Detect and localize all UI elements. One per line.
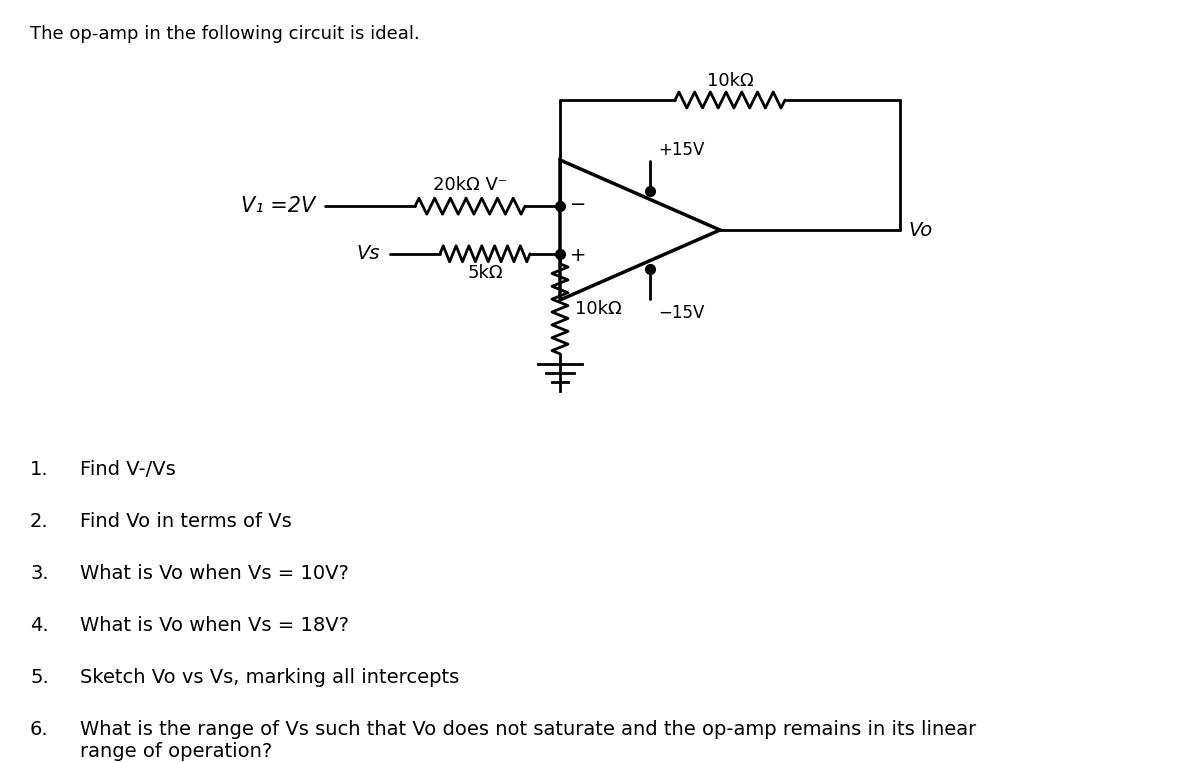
Text: −: −	[570, 195, 587, 213]
Text: 20kΩ V⁻: 20kΩ V⁻	[433, 176, 508, 194]
Text: Sketch Vo vs Vs, marking all intercepts: Sketch Vo vs Vs, marking all intercepts	[80, 668, 460, 687]
Text: Find Vo in terms of Vs: Find Vo in terms of Vs	[80, 512, 292, 531]
Text: 6.: 6.	[30, 720, 49, 739]
Text: Find V-/Vs: Find V-/Vs	[80, 460, 175, 479]
Text: 3.: 3.	[30, 564, 49, 583]
Text: 2.: 2.	[30, 512, 49, 531]
Text: Vs: Vs	[356, 245, 380, 264]
Text: What is the range of Vs such that Vo does not saturate and the op-amp remains in: What is the range of Vs such that Vo doe…	[80, 720, 977, 761]
Text: What is Vo when Vs = 18V?: What is Vo when Vs = 18V?	[80, 616, 349, 635]
Text: 10kΩ: 10kΩ	[707, 72, 754, 90]
Text: +15V: +15V	[658, 141, 704, 158]
Text: +: +	[570, 246, 587, 265]
Text: The op-amp in the following circuit is ideal.: The op-amp in the following circuit is i…	[30, 25, 420, 43]
Text: 1.: 1.	[30, 460, 49, 479]
Text: 4.: 4.	[30, 616, 49, 635]
Text: 10kΩ: 10kΩ	[575, 299, 622, 318]
Text: 5.: 5.	[30, 668, 49, 687]
Text: 5kΩ: 5kΩ	[467, 264, 503, 282]
Text: −15V: −15V	[658, 304, 704, 322]
Text: Vo: Vo	[908, 220, 932, 239]
Text: V₁ =2V: V₁ =2V	[241, 196, 314, 216]
Text: What is Vo when Vs = 10V?: What is Vo when Vs = 10V?	[80, 564, 349, 583]
